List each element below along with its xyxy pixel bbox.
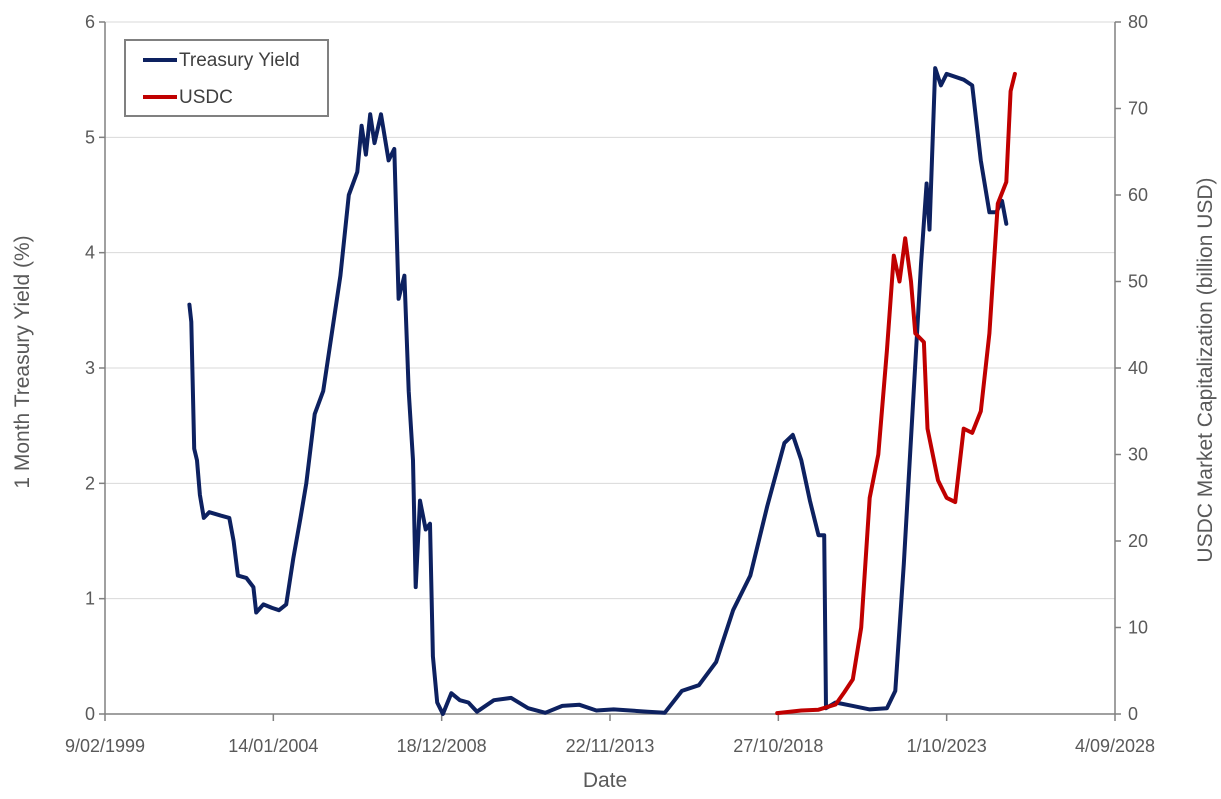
- x-axis-title: Date: [583, 769, 627, 792]
- y-right-tick-label: 20: [1128, 531, 1148, 551]
- y-left-tick-label: 6: [85, 12, 95, 32]
- x-tick-label: 14/01/2004: [228, 736, 318, 756]
- y-right-tick-label: 40: [1128, 358, 1148, 378]
- x-tick-label: 18/12/2008: [397, 736, 487, 756]
- y-right-tick-label: 30: [1128, 445, 1148, 465]
- y-right-tick-label: 10: [1128, 618, 1148, 638]
- x-tick-label: 1/10/2023: [907, 736, 987, 756]
- series-lines: [187, 66, 1017, 716]
- x-tick-label: 27/10/2018: [733, 736, 823, 756]
- y-axis-right-title: USDC Market Capitalization (billion USD): [1194, 177, 1217, 562]
- legend: Treasury Yield USDC: [124, 39, 329, 117]
- y-left-tick-label: 3: [85, 358, 95, 378]
- legend-label-usdc: USDC: [179, 87, 233, 108]
- y-left-tick-label: 0: [85, 704, 95, 724]
- y-left-tick-label: 4: [85, 243, 95, 263]
- y-left-tick-label: 2: [85, 473, 95, 493]
- y-left-tick-label: 5: [85, 127, 95, 147]
- y-right-tick-label: 80: [1128, 12, 1148, 32]
- legend-box: [124, 39, 329, 117]
- y-right-tick-label: 0: [1128, 704, 1138, 724]
- y-right-tick-label: 50: [1128, 272, 1148, 292]
- y-right-tick-label: 70: [1128, 99, 1148, 119]
- x-tick-label: 4/09/2028: [1075, 736, 1155, 756]
- legend-label-treasury: Treasury Yield: [179, 50, 300, 71]
- x-tick-label: 22/11/2013: [566, 736, 655, 756]
- series-line-usdc: [775, 71, 1017, 716]
- series-line-treasury-yield: [187, 66, 1009, 716]
- gridlines: [105, 21, 1115, 600]
- y-left-tick-label: 1: [85, 589, 95, 609]
- x-tick-label: 9/02/1999: [65, 736, 145, 756]
- y-axis-left-title: 1 Month Treasury Yield (%): [11, 235, 34, 488]
- y-right-tick-label: 60: [1128, 185, 1148, 205]
